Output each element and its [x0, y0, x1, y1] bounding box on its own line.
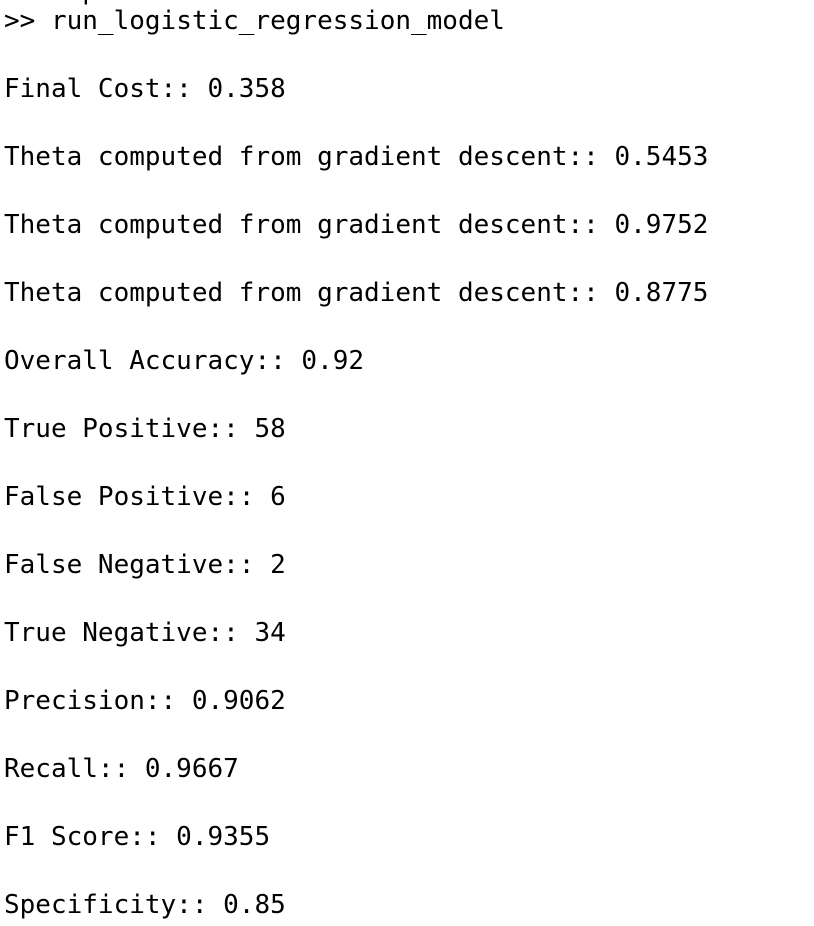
output-line-theta-2: Theta computed from gradient descent:: 0… — [4, 210, 709, 240]
output-line-false-positive: False Positive:: 6 — [4, 482, 286, 512]
output-line-recall: Recall:: 0.9667 — [4, 754, 239, 784]
output-line-final-cost: Final Cost:: 0.358 — [4, 74, 286, 104]
output-line-true-positive: True Positive:: 58 — [4, 414, 286, 444]
clipped-previous-line: > help dir — [4, 0, 161, 8]
output-line-specificity: Specificity:: 0.85 — [4, 890, 286, 920]
command-text: run_logistic_regression_model — [50, 6, 505, 36]
output-line-false-negative: False Negative:: 2 — [4, 550, 286, 580]
output-line-precision: Precision:: 0.9062 — [4, 686, 286, 716]
output-line-true-negative: True Negative:: 34 — [4, 618, 286, 648]
command-line: >> run_logistic_regression_model — [4, 4, 505, 38]
output-line-theta-3: Theta computed from gradient descent:: 0… — [4, 278, 709, 308]
prompt-symbol: >> — [4, 6, 51, 36]
output-line-f1-score: F1 Score:: 0.9355 — [4, 822, 271, 852]
output-line-theta-1: Theta computed from gradient descent:: 0… — [4, 142, 709, 172]
output-line-overall-accuracy: Overall Accuracy:: 0.92 — [4, 346, 365, 376]
